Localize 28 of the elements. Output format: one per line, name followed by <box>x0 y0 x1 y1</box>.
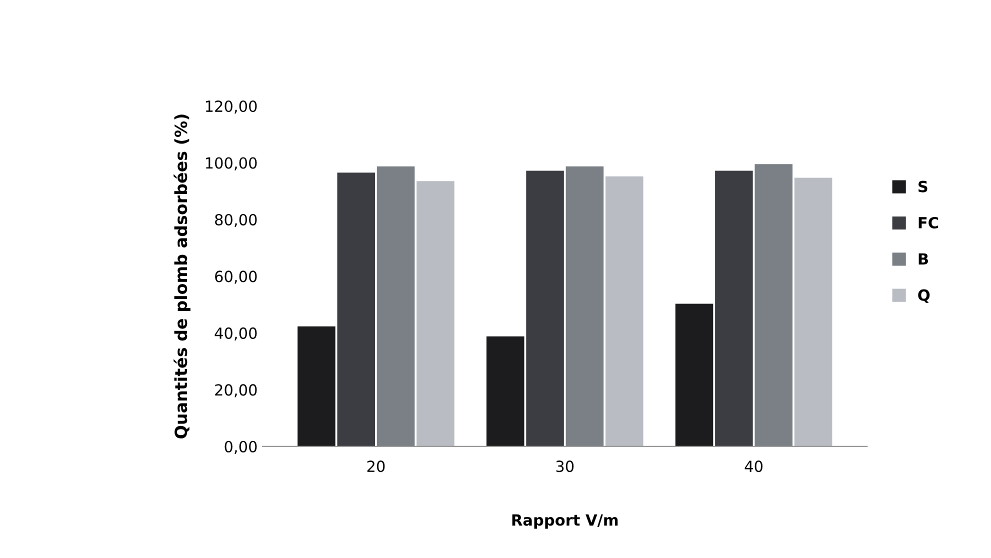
bar <box>794 178 832 446</box>
legend-label: S <box>918 180 928 192</box>
bar <box>376 166 415 446</box>
x-tick-label: 20 <box>367 460 385 472</box>
x-tick-label: 30 <box>556 460 574 472</box>
bar <box>416 181 454 446</box>
y-tick-label: 40,00 <box>214 327 257 341</box>
bar <box>298 326 336 446</box>
y-tick-label: 20,00 <box>215 384 257 398</box>
bar <box>715 170 753 446</box>
bar <box>675 304 714 446</box>
legend-label: FC <box>918 216 938 229</box>
bar <box>486 336 524 446</box>
y-tick-label: 100,00 <box>206 157 257 170</box>
bar <box>566 166 604 446</box>
x-tick-label: 40 <box>744 460 762 472</box>
bar <box>337 172 376 446</box>
y-tick-label: 0,00 <box>224 440 257 454</box>
x-axis-title: Rapport V/m <box>512 514 618 529</box>
bar <box>605 176 644 446</box>
y-tick-label: 80,00 <box>215 214 257 228</box>
bar <box>526 170 564 446</box>
y-axis-title: Quantités de plomb adsorbées (%) <box>174 114 190 438</box>
y-tick-label: 120,00 <box>206 100 257 114</box>
legend-label: Q <box>918 289 930 303</box>
y-tick-label: 60,00 <box>215 270 257 284</box>
bar <box>754 164 793 446</box>
legend-label: B <box>918 253 928 264</box>
